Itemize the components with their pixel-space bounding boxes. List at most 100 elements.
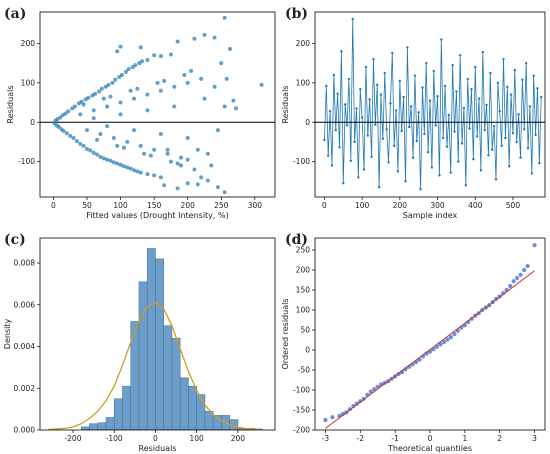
series-line: [324, 19, 542, 190]
data-point: [524, 61, 528, 65]
data-point: [504, 136, 507, 140]
data-point: [334, 128, 337, 132]
data-point: [108, 158, 113, 163]
data-point: [389, 102, 392, 105]
data-point: [185, 135, 190, 140]
data-point: [219, 61, 224, 66]
data-point: [115, 49, 120, 54]
x-axis-label: Theoretical quantiles: [387, 444, 472, 453]
data-point: [85, 128, 89, 133]
axes-frame: [314, 237, 546, 431]
y-tick-label: 0.000: [14, 426, 36, 435]
x-tick-label: -100: [106, 434, 123, 443]
data-point: [404, 180, 407, 183]
data-point: [381, 137, 385, 140]
data-point: [113, 77, 118, 82]
data-point: [179, 155, 183, 160]
kde-curve: [48, 301, 263, 430]
data-point: [494, 296, 499, 301]
axes-frame: [39, 11, 276, 198]
data-point: [328, 109, 332, 113]
x-tick-label: 200: [231, 434, 246, 443]
data-point: [152, 173, 157, 178]
data-point: [506, 85, 509, 88]
data-point: [118, 100, 123, 105]
data-point: [434, 124, 437, 127]
data-point: [111, 160, 116, 165]
x-tick-label: 3: [532, 434, 537, 443]
data-point: [366, 134, 369, 137]
data-point: [110, 80, 115, 85]
x-tick-label: 500: [506, 201, 521, 210]
data-point: [125, 139, 130, 144]
histogram-bar: [80, 426, 90, 430]
data-point: [515, 275, 520, 281]
data-point: [121, 164, 126, 169]
data-point: [325, 84, 328, 88]
data-point: [432, 69, 435, 73]
data-point: [409, 105, 413, 108]
data-point: [536, 87, 539, 90]
data-point: [441, 136, 445, 140]
data-point: [400, 129, 403, 133]
data-point: [125, 165, 130, 170]
data-point: [123, 69, 128, 74]
data-point: [185, 157, 190, 162]
data-point: [398, 79, 402, 83]
data-point: [403, 367, 408, 372]
data-point: [525, 263, 530, 269]
x-tick-label: 100: [355, 201, 370, 210]
data-point: [464, 183, 468, 187]
histogram-bar: [89, 423, 98, 430]
data-point: [374, 123, 377, 126]
data-point: [115, 161, 120, 166]
data-point: [349, 159, 353, 162]
data-point: [402, 95, 405, 99]
data-point: [99, 86, 104, 91]
data-point: [135, 86, 140, 91]
y-axis-label: Residuals: [281, 86, 290, 124]
data-point: [224, 76, 229, 81]
y-tick-label: 0.006: [14, 300, 36, 309]
data-point: [332, 73, 336, 77]
data-point: [95, 137, 100, 142]
data-point: [474, 65, 477, 69]
data-point: [368, 98, 371, 101]
data-point: [259, 82, 264, 87]
data-point: [118, 162, 123, 167]
y-tick-label: 0.008: [14, 259, 36, 268]
data-point: [392, 144, 396, 148]
data-point: [460, 142, 464, 145]
data-point: [376, 83, 379, 87]
data-point: [91, 116, 96, 121]
data-point: [228, 47, 233, 51]
x-tick-label: 1: [462, 434, 467, 443]
data-point: [532, 243, 537, 248]
data-point: [179, 163, 183, 168]
y-tick-label: 250: [296, 246, 311, 255]
data-point: [515, 140, 518, 144]
y-tick-label: 0.004: [14, 342, 36, 351]
data-point: [428, 99, 432, 102]
data-point: [445, 337, 450, 342]
data-point: [234, 106, 239, 111]
data-point: [126, 67, 131, 72]
x-tick-label: 250: [214, 201, 229, 210]
data-point: [81, 143, 86, 148]
data-point: [202, 32, 207, 37]
data-point: [192, 36, 197, 41]
data-point: [391, 51, 394, 55]
data-point: [441, 339, 447, 345]
x-tick-label: 150: [147, 201, 162, 210]
data-point: [509, 93, 513, 96]
data-point: [128, 88, 133, 93]
plot-area: [315, 17, 545, 191]
data-point: [372, 58, 375, 61]
histogram-bar: [163, 325, 173, 430]
data-point: [145, 108, 150, 113]
data-point: [362, 168, 366, 171]
panel-label: (c): [4, 232, 26, 248]
data-point: [158, 132, 163, 137]
data-point: [119, 72, 124, 77]
data-point: [540, 95, 543, 99]
